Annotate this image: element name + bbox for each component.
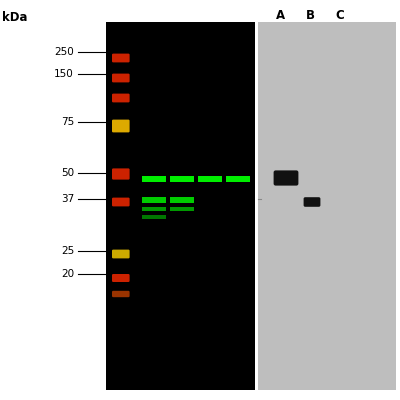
Bar bbox=[170, 207, 194, 210]
FancyBboxPatch shape bbox=[112, 94, 130, 102]
Text: 250: 250 bbox=[54, 47, 74, 57]
Text: B: B bbox=[306, 9, 314, 22]
Bar bbox=[142, 198, 166, 202]
FancyBboxPatch shape bbox=[112, 198, 130, 206]
FancyBboxPatch shape bbox=[112, 54, 130, 62]
Text: 3: 3 bbox=[178, 9, 186, 22]
Text: A: A bbox=[276, 9, 284, 22]
FancyBboxPatch shape bbox=[112, 168, 130, 180]
Text: 37: 37 bbox=[61, 194, 74, 204]
Text: 1: 1 bbox=[117, 9, 125, 22]
FancyBboxPatch shape bbox=[112, 120, 130, 132]
Text: 50: 50 bbox=[61, 168, 74, 178]
FancyBboxPatch shape bbox=[112, 291, 130, 297]
Text: kDa: kDa bbox=[2, 11, 28, 24]
Text: 150: 150 bbox=[54, 69, 74, 79]
Text: 4: 4 bbox=[206, 9, 214, 22]
FancyBboxPatch shape bbox=[112, 250, 130, 258]
Text: 5: 5 bbox=[234, 9, 242, 22]
FancyBboxPatch shape bbox=[304, 197, 320, 207]
Bar bbox=[198, 176, 222, 182]
Text: 2: 2 bbox=[150, 9, 158, 22]
Bar bbox=[142, 207, 166, 210]
Text: 25: 25 bbox=[61, 246, 74, 256]
Bar bbox=[142, 215, 166, 218]
Text: 75: 75 bbox=[61, 117, 74, 127]
Bar bbox=[142, 176, 166, 182]
Bar bbox=[226, 176, 250, 182]
Bar bbox=[170, 198, 194, 202]
Text: C: C bbox=[336, 9, 344, 22]
FancyBboxPatch shape bbox=[112, 74, 130, 82]
FancyBboxPatch shape bbox=[112, 274, 130, 282]
Bar bbox=[170, 176, 194, 182]
Bar bbox=[106, 22, 255, 390]
Text: 20: 20 bbox=[61, 269, 74, 279]
Bar bbox=[258, 22, 396, 390]
FancyBboxPatch shape bbox=[274, 170, 298, 186]
